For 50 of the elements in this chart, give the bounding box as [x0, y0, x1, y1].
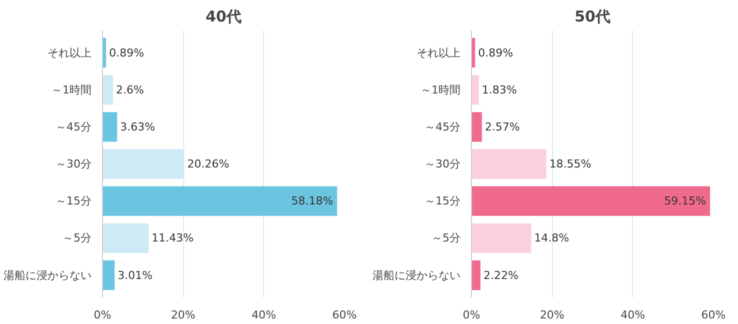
data-label: 14.8% — [534, 232, 570, 245]
data-label: 3.01% — [118, 268, 153, 282]
bar — [472, 260, 480, 290]
data-label: 1.83% — [482, 83, 517, 96]
y-tick-label: ～5分 — [62, 232, 92, 245]
y-tick-label: ～45分 — [424, 120, 461, 134]
y-tick-label: ～15分 — [56, 194, 92, 208]
y-tick-label: ～1時間 — [52, 83, 92, 96]
data-label: 58.18% — [291, 194, 334, 208]
bar — [472, 149, 546, 179]
bar — [472, 186, 710, 216]
bar — [102, 223, 149, 253]
data-label: 2.22% — [483, 268, 518, 282]
y-tick-label: ～5分 — [432, 232, 460, 245]
bar — [472, 75, 479, 105]
bar — [102, 260, 115, 290]
x-tick-label: 0% — [94, 308, 112, 322]
x-tick-label: 0% — [462, 308, 480, 322]
data-label: 20.26% — [187, 158, 230, 170]
bar — [472, 112, 482, 142]
x-tick-label: 20% — [540, 308, 564, 322]
data-label: 2.6% — [116, 83, 144, 96]
y-tick-label: ～15分 — [424, 194, 461, 208]
y-tick-label: ～30分 — [424, 158, 461, 170]
x-tick-label: 40% — [620, 308, 646, 322]
chart-title: 50代 — [574, 8, 610, 26]
x-tick-label: 40% — [252, 308, 276, 322]
bar — [102, 112, 118, 142]
y-tick-label: ～1時間 — [420, 83, 460, 96]
x-tick-label: 20% — [170, 308, 196, 322]
x-tick-label: 60% — [701, 308, 726, 322]
data-label: 2.57% — [484, 120, 520, 134]
y-tick-label: それ以上 — [416, 46, 460, 60]
data-label: 18.55% — [549, 158, 592, 170]
y-tick-label: 湯船に浸からない — [4, 268, 92, 282]
y-tick-label: ～45分 — [56, 120, 92, 134]
data-label: 0.89% — [478, 46, 514, 60]
data-label: 0.89% — [109, 46, 144, 60]
data-label: 11.43% — [152, 232, 194, 245]
data-label: 59.15% — [664, 194, 706, 208]
bar — [472, 223, 532, 253]
chart-title: 40代 — [206, 8, 242, 26]
y-tick-label: それ以上 — [48, 46, 92, 60]
y-tick-label: 湯船に浸からない — [372, 268, 460, 282]
x-tick-label: 60% — [332, 308, 357, 322]
data-label: 3.63% — [120, 120, 156, 134]
bar — [102, 75, 113, 105]
y-tick-label: ～30分 — [56, 158, 92, 170]
bar — [102, 186, 338, 216]
bar — [102, 149, 184, 179]
